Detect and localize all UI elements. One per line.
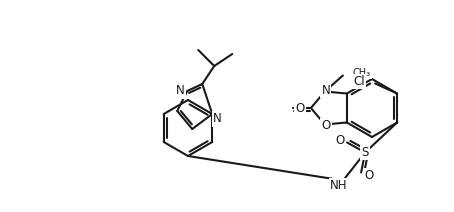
Text: O: O — [336, 134, 345, 147]
Text: O: O — [321, 119, 331, 132]
Text: O: O — [295, 102, 305, 114]
Text: Cl: Cl — [354, 75, 365, 88]
Text: N: N — [176, 85, 185, 98]
Text: N: N — [321, 84, 330, 97]
Text: N: N — [213, 113, 222, 126]
Text: S: S — [361, 146, 369, 159]
Text: NH: NH — [331, 179, 348, 192]
Text: CH₃: CH₃ — [353, 68, 371, 78]
Text: O: O — [365, 169, 374, 182]
